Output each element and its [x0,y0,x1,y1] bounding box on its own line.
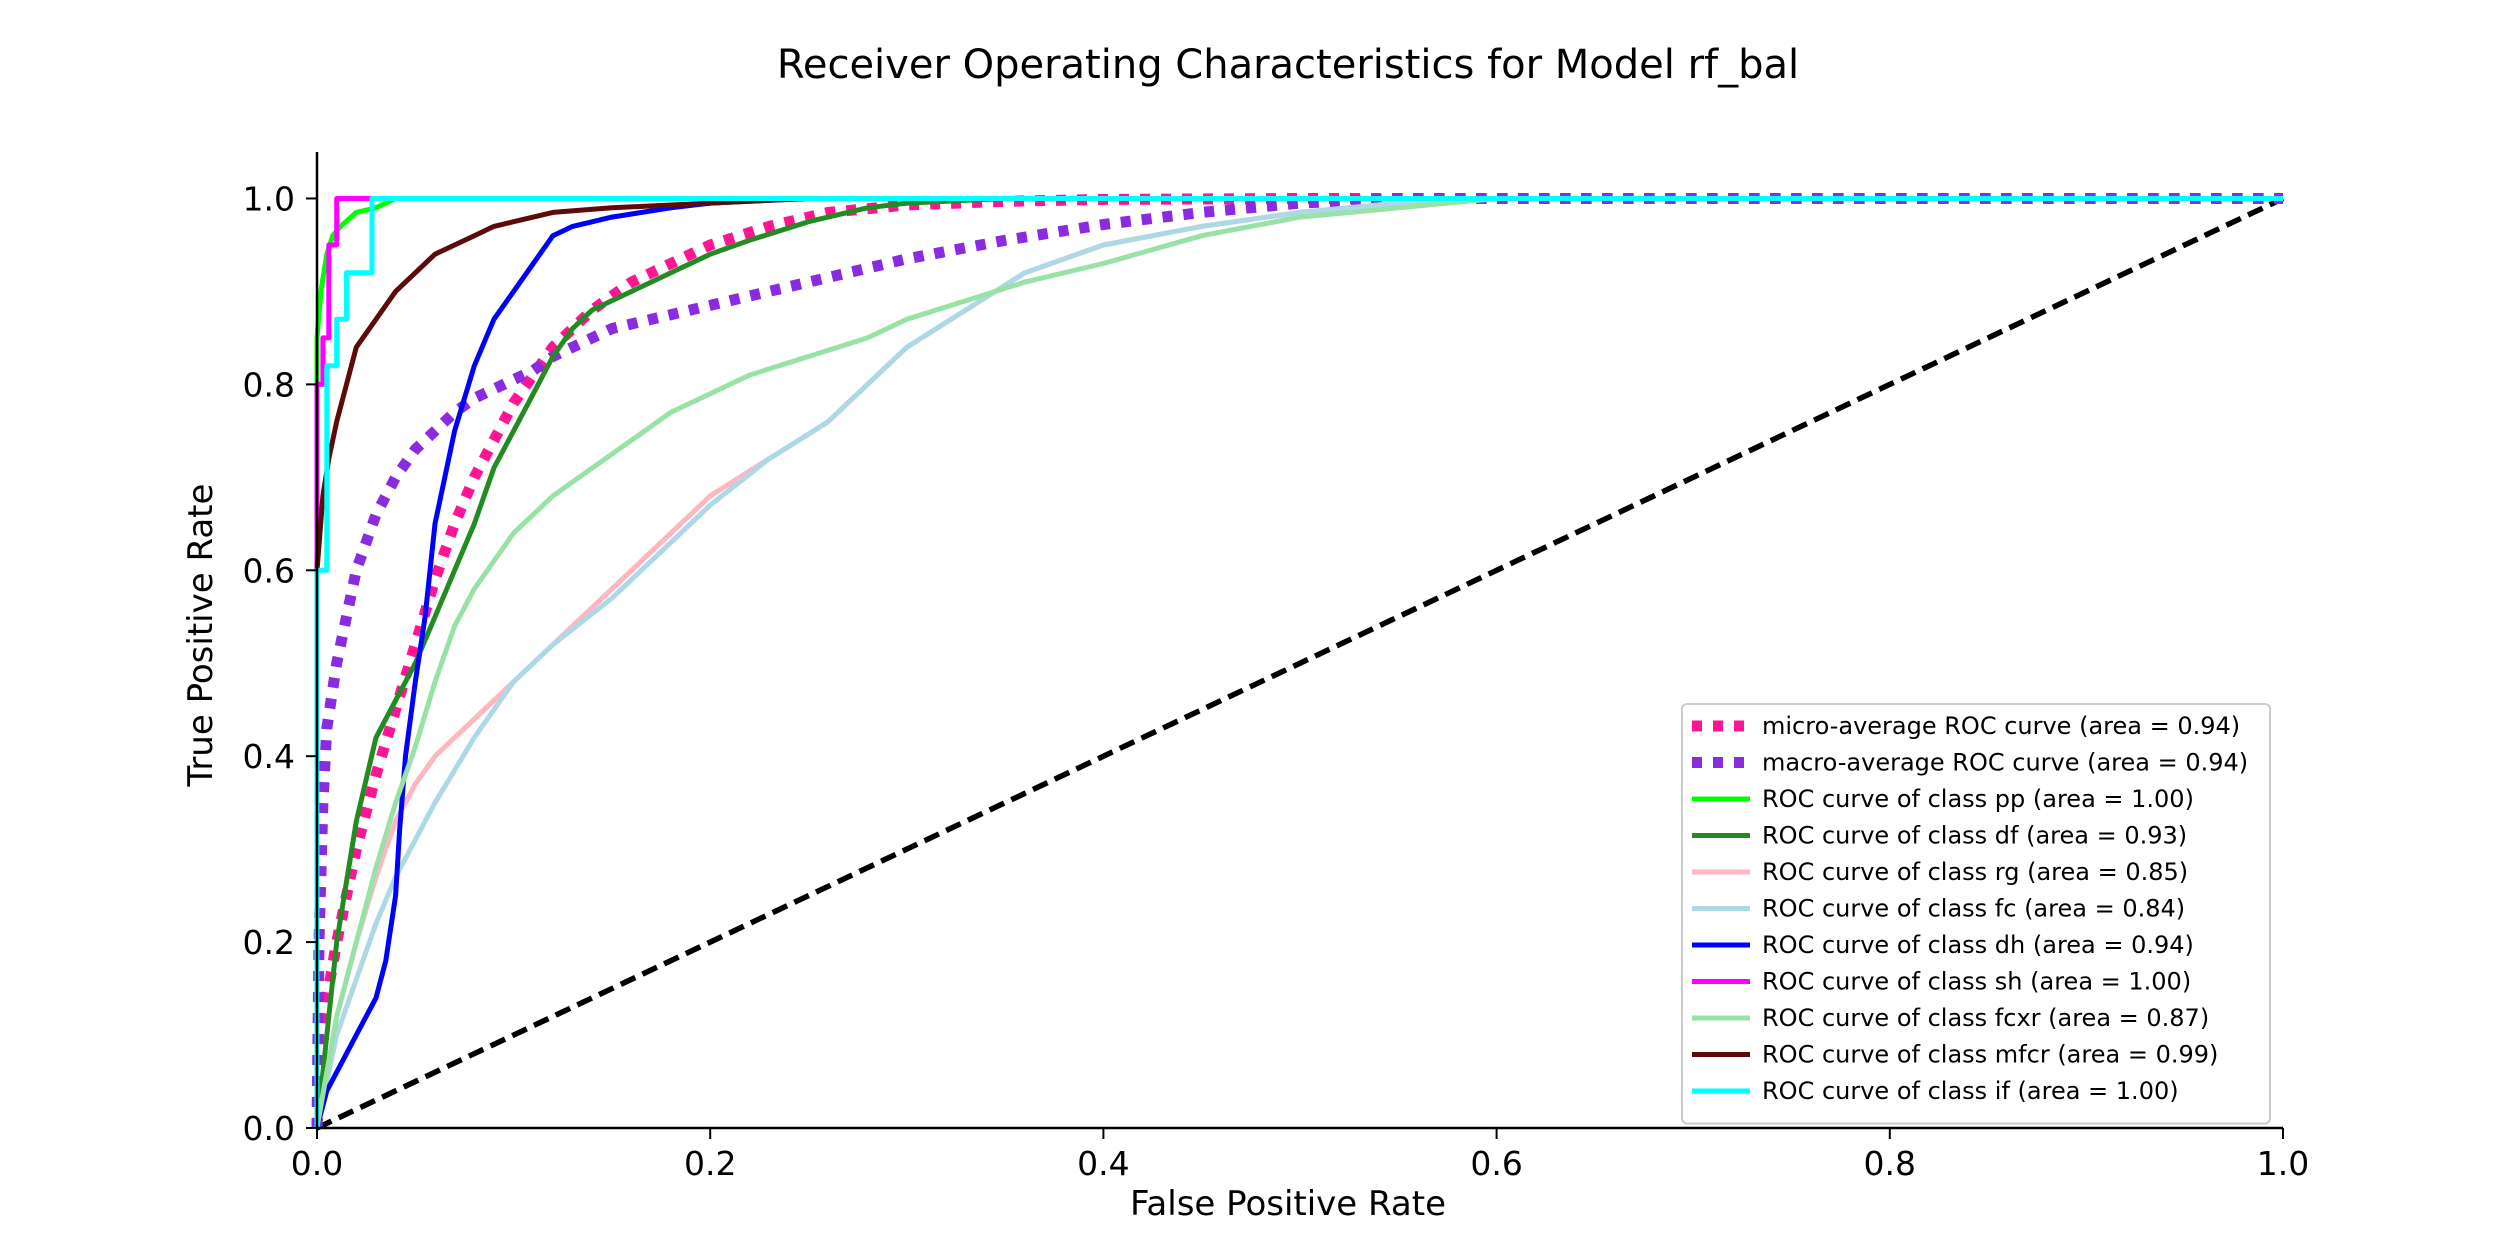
x-tick-label: 0.6 [1470,1144,1522,1183]
series-line-11 [315,196,2285,1131]
legend-label: micro-average ROC curve (area = 0.94) [1762,712,2240,740]
legend-label: ROC curve of class df (area = 0.93) [1762,822,2187,850]
legend-label: ROC curve of class sh (area = 1.00) [1762,968,2191,996]
x-tick-label: 0.4 [1077,1144,1129,1183]
x-tick-label: 0.0 [291,1144,343,1183]
series-line-10 [314,196,2283,1128]
chart-title: Receiver Operating Characteristics for M… [777,42,1799,88]
legend-label: ROC curve of class dh (area = 0.94) [1762,931,2194,959]
series-line-9 [314,196,2283,1128]
y-tick-label: 0.4 [243,737,295,776]
y-tick-label: 1.0 [243,179,295,218]
y-tick-label: 0.6 [243,551,295,590]
legend-label: ROC curve of class fcxr (area = 0.87) [1762,1004,2209,1032]
y-axis-ticks: 0.0 0.2 0.4 0.6 0.8 1.0 [243,179,317,1148]
legend: micro-average ROC curve (area = 0.94) mac… [1681,703,2271,1125]
series-line-1 [311,193,2283,1129]
series-line-6 [314,196,2283,1129]
legend-label: ROC curve of class fc (area = 0.84) [1762,895,2185,923]
legend-label: ROC curve of class rg (area = 0.85) [1762,858,2188,886]
x-tick-label: 1.0 [2257,1144,2309,1183]
plot-area [311,152,2285,1131]
y-axis-label: True Positive Rate [181,484,221,788]
series-line-7 [314,196,2283,1128]
y-tick-label: 0.8 [243,365,295,404]
x-axis-ticks: 0.0 0.2 0.4 0.6 0.8 1.0 [291,1128,2309,1183]
y-tick-label: 0.0 [243,1109,295,1148]
legend-label: ROC curve of class mfcr (area = 0.99) [1762,1041,2218,1069]
legend-label: macro-average ROC curve (area = 0.94) [1762,749,2248,777]
x-tick-label: 0.8 [1864,1144,1916,1183]
legend-box [1681,703,2271,1125]
x-axis-label: False Positive Rate [1130,1184,1446,1224]
y-tick-label: 0.2 [243,923,295,962]
series-line-8 [314,196,2283,1129]
series-line-3 [314,196,2283,1129]
legend-label: ROC curve of class if (area = 1.00) [1762,1077,2179,1105]
legend-label: ROC curve of class pp (area = 1.00) [1762,785,2194,813]
x-tick-label: 0.2 [684,1144,736,1183]
